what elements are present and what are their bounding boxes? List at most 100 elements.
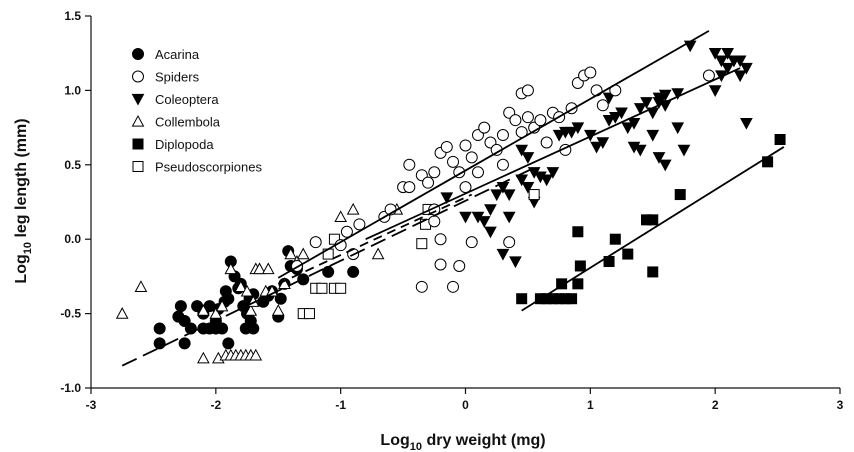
- data-point: [509, 256, 522, 269]
- data-point: [496, 129, 509, 142]
- data-point: [296, 247, 310, 260]
- data-point: [622, 248, 634, 260]
- data-point: [565, 126, 578, 139]
- data-point: [546, 167, 560, 179]
- data-point: [774, 134, 786, 146]
- data-point: [633, 144, 647, 157]
- data-point: [596, 99, 609, 112]
- data-point: [677, 144, 691, 157]
- data-point: [584, 66, 597, 79]
- data-point: [346, 202, 360, 215]
- data-point: [647, 266, 659, 278]
- x-tick-label: -2: [210, 398, 221, 412]
- data-point: [627, 117, 641, 130]
- data-point: [416, 238, 428, 250]
- data-point: [521, 152, 535, 164]
- data-point: [278, 277, 291, 290]
- data-point: [621, 122, 635, 135]
- data-point: [572, 226, 584, 238]
- data-point: [174, 300, 187, 313]
- data-point: [602, 92, 616, 105]
- legend-entry: Collembola: [131, 114, 221, 130]
- x-tick-label: 1: [587, 398, 594, 412]
- data-point: [516, 293, 528, 305]
- legend-entry: Pseudoscorpiones: [132, 160, 262, 175]
- data-point: [215, 299, 229, 312]
- series-spiders: [290, 66, 715, 293]
- data-point: [440, 192, 454, 205]
- data-point: [574, 260, 586, 272]
- data-point: [590, 141, 603, 154]
- data-point: [459, 139, 472, 152]
- data-point: [434, 258, 447, 271]
- legend-marker: [131, 114, 145, 127]
- data-point: [134, 280, 148, 292]
- data-point: [674, 189, 686, 201]
- data-point: [615, 107, 628, 120]
- data-point: [646, 129, 660, 142]
- data-point: [502, 189, 516, 202]
- data-point: [484, 226, 497, 239]
- data-point: [721, 48, 734, 60]
- regression-line: [521, 146, 785, 312]
- data-point: [571, 122, 585, 135]
- legend-label: Pseudoscorpiones: [155, 160, 262, 175]
- series-acarina: [153, 245, 360, 350]
- data-point: [328, 233, 340, 245]
- data-point: [478, 121, 491, 134]
- plot-area: [115, 30, 786, 367]
- data-point: [447, 155, 460, 168]
- data-point: [509, 114, 522, 127]
- data-point: [316, 282, 328, 294]
- data-point: [265, 284, 279, 297]
- data-point: [727, 55, 741, 68]
- regression-line: [277, 193, 473, 285]
- data-point: [490, 189, 504, 202]
- data-point: [702, 69, 715, 82]
- data-point: [353, 218, 366, 231]
- y-tick-label: 1.0: [64, 83, 81, 97]
- legend-label: Spiders: [155, 70, 200, 85]
- data-point: [240, 284, 254, 297]
- data-point: [178, 337, 191, 350]
- legend-label: Collembola: [155, 115, 221, 130]
- data-point: [244, 304, 258, 316]
- data-point: [503, 236, 516, 249]
- data-point: [708, 48, 722, 60]
- data-point: [521, 111, 534, 124]
- data-point: [658, 159, 672, 172]
- data-point: [566, 293, 578, 305]
- y-tick-label: -1.0: [60, 381, 81, 395]
- data-point: [528, 189, 540, 201]
- data-point: [234, 280, 248, 292]
- data-point: [334, 210, 348, 223]
- data-point: [471, 211, 485, 224]
- data-point: [740, 62, 753, 75]
- legend-marker: [132, 161, 144, 172]
- data-point: [322, 265, 335, 278]
- data-point: [521, 84, 534, 97]
- legend-marker: [131, 93, 145, 106]
- legend: Acarina Spiders Coleoptera Collembola Diplop…: [131, 47, 262, 175]
- data-point: [422, 176, 435, 189]
- data-point: [477, 216, 491, 228]
- data-point: [608, 112, 622, 124]
- data-point: [521, 181, 535, 194]
- x-tick-label: 3: [837, 398, 844, 412]
- series-diplopoda: [516, 134, 786, 305]
- data-point: [658, 89, 672, 102]
- legend-entry: Coleoptera: [131, 92, 219, 107]
- data-point: [590, 84, 603, 97]
- data-point: [733, 70, 747, 83]
- data-point: [335, 282, 347, 294]
- data-point: [515, 144, 529, 157]
- data-point: [434, 233, 447, 246]
- x-tick-label: -1: [335, 398, 346, 412]
- data-point: [596, 137, 610, 150]
- data-point: [453, 259, 466, 272]
- data-point: [115, 307, 129, 319]
- data-point: [459, 211, 472, 224]
- data-point: [465, 236, 478, 249]
- series-coleoptera: [440, 40, 753, 269]
